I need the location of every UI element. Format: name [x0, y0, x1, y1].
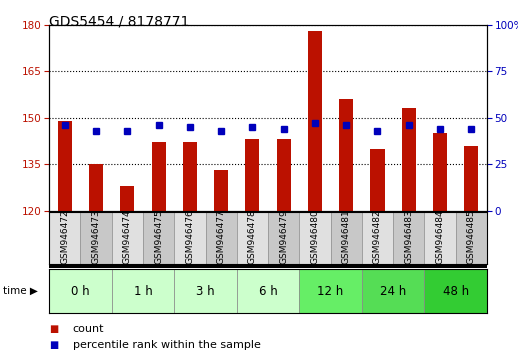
Text: GSM946478: GSM946478 — [248, 210, 257, 264]
Text: GSM946472: GSM946472 — [60, 210, 69, 264]
Text: 0 h: 0 h — [71, 285, 90, 298]
Text: 48 h: 48 h — [442, 285, 469, 298]
Bar — [49, 269, 112, 313]
Text: time ▶: time ▶ — [3, 286, 37, 296]
Bar — [120, 186, 134, 211]
Text: ■: ■ — [49, 340, 59, 350]
Bar — [277, 139, 291, 211]
Bar — [464, 145, 478, 211]
Text: GSM946483: GSM946483 — [404, 210, 413, 264]
Bar — [49, 212, 80, 264]
Text: GSM946473: GSM946473 — [92, 210, 100, 264]
Text: GSM946474: GSM946474 — [123, 210, 132, 264]
Bar — [89, 164, 103, 211]
Text: GSM946484: GSM946484 — [436, 210, 444, 264]
Bar — [246, 139, 260, 211]
Bar — [237, 212, 268, 264]
Text: GSM946480: GSM946480 — [310, 210, 320, 264]
Bar — [112, 212, 143, 264]
Bar — [456, 212, 487, 264]
Bar — [339, 99, 353, 211]
Bar — [152, 142, 166, 211]
Bar — [370, 149, 384, 211]
Text: 3 h: 3 h — [196, 285, 215, 298]
Text: count: count — [73, 324, 104, 333]
Bar — [206, 212, 237, 264]
Text: GSM946479: GSM946479 — [279, 210, 288, 264]
Text: GSM946476: GSM946476 — [185, 210, 194, 264]
Text: percentile rank within the sample: percentile rank within the sample — [73, 340, 261, 350]
Bar — [268, 212, 299, 264]
Bar — [58, 121, 72, 211]
Bar — [237, 269, 299, 313]
Bar — [299, 269, 362, 313]
Bar — [80, 212, 112, 264]
Text: GSM946475: GSM946475 — [154, 210, 163, 264]
Text: 24 h: 24 h — [380, 285, 406, 298]
Bar — [362, 212, 393, 264]
Bar — [424, 212, 456, 264]
Bar — [112, 269, 174, 313]
Text: GSM946481: GSM946481 — [342, 210, 351, 264]
Text: 6 h: 6 h — [258, 285, 278, 298]
Text: GSM946485: GSM946485 — [467, 210, 476, 264]
Bar — [214, 170, 228, 211]
Text: GSM946477: GSM946477 — [217, 210, 226, 264]
Bar — [143, 212, 174, 264]
Bar — [402, 108, 416, 211]
Bar — [299, 212, 330, 264]
Text: 12 h: 12 h — [318, 285, 344, 298]
Text: ■: ■ — [49, 324, 59, 333]
Text: GDS5454 / 8178771: GDS5454 / 8178771 — [49, 14, 190, 28]
Bar — [433, 133, 447, 211]
Bar — [174, 269, 237, 313]
Bar — [330, 212, 362, 264]
Bar — [424, 269, 487, 313]
Bar — [308, 31, 322, 211]
Bar — [393, 212, 424, 264]
Bar — [362, 269, 424, 313]
Bar — [174, 212, 206, 264]
Bar — [183, 142, 197, 211]
Text: GSM946482: GSM946482 — [373, 210, 382, 264]
Text: 1 h: 1 h — [134, 285, 152, 298]
